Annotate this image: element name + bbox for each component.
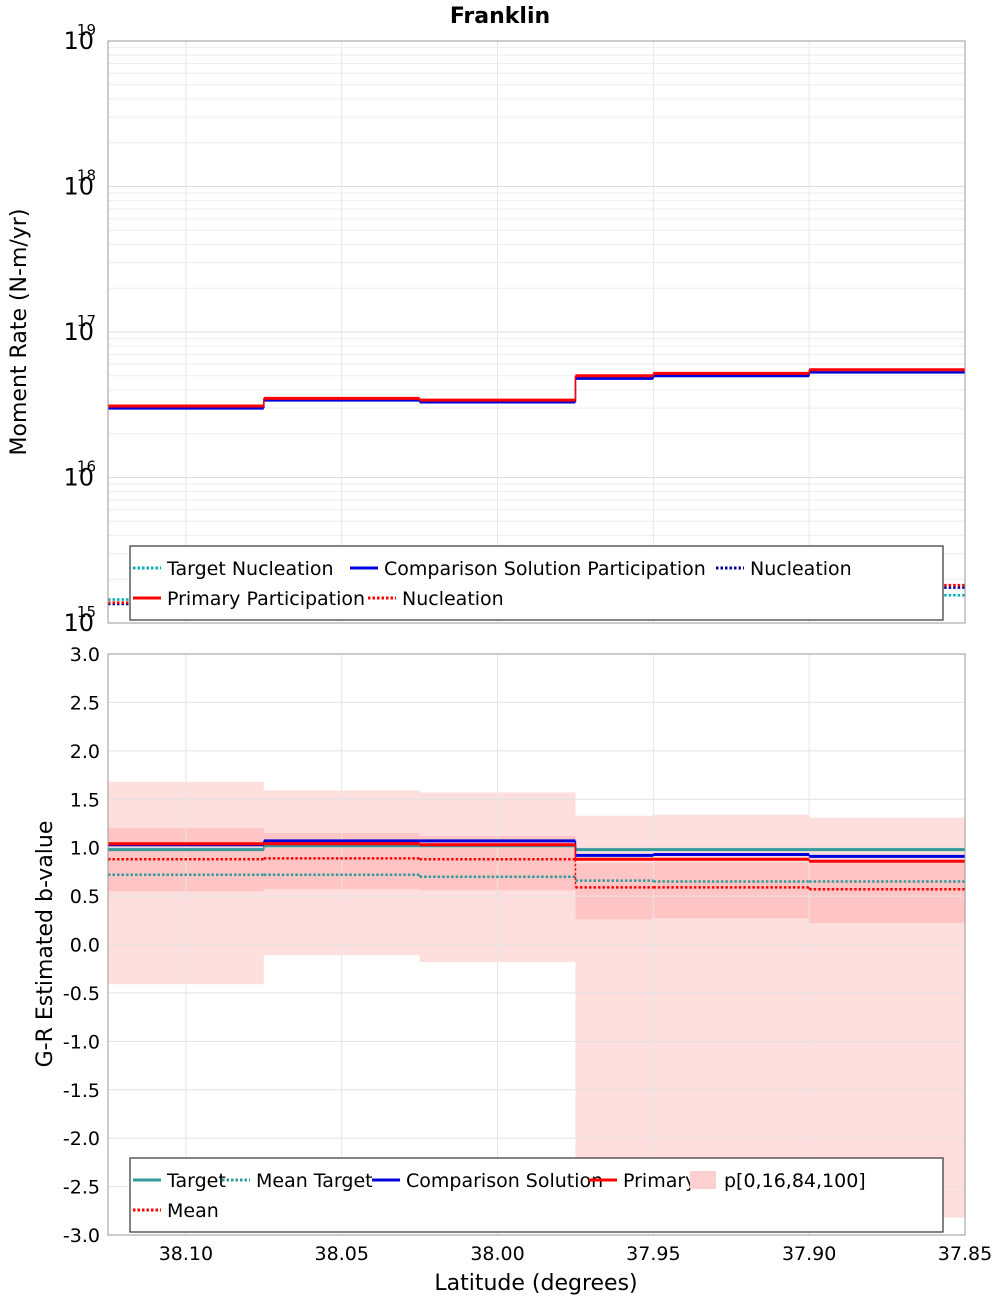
y-tick-label: 1.0 xyxy=(70,838,100,860)
moment-rate-plot-frame xyxy=(107,40,966,624)
legend-entry: Target xyxy=(133,1170,226,1192)
legend-label: Mean Target xyxy=(256,1170,373,1192)
legend-label: Comparison Solution Participation xyxy=(384,558,706,580)
moment-rate-grid xyxy=(108,41,966,624)
percentile-band-inner xyxy=(809,863,965,924)
y-tick-label: 2.5 xyxy=(70,692,100,714)
y-tick-label: 0.0 xyxy=(70,935,100,957)
legend-entry: Comparison Solution xyxy=(372,1170,603,1192)
y-tick-label: 10 xyxy=(63,27,94,55)
b-value-series-3 xyxy=(108,842,965,863)
b-value-x-ticks: 38.10 38.05 38.00 37.95 37.90 37.85 xyxy=(159,1243,992,1265)
moment-rate-y-label: Moment Rate (N-m/yr) xyxy=(7,209,32,456)
legend-label: Target xyxy=(166,1170,226,1192)
y-tick-label: -3.0 xyxy=(63,1225,100,1247)
legend-label: Primary Participation xyxy=(167,588,365,610)
moment-rate-series-1 xyxy=(108,370,965,410)
b-value-y-label: G-R Estimated b-value xyxy=(33,821,58,1068)
legend-entry: Nucleation xyxy=(716,558,852,580)
y-tick-exponent: 19 xyxy=(77,21,96,39)
b-value-plot-frame xyxy=(107,653,966,1236)
x-tick-label: 38.05 xyxy=(315,1243,369,1265)
y-tick-exponent: 16 xyxy=(77,458,96,476)
y-tick-label: -2.5 xyxy=(63,1177,100,1199)
y-tick-label: 1.5 xyxy=(70,789,100,811)
legend-label: Primary xyxy=(623,1170,696,1192)
legend-entry: Mean xyxy=(133,1200,219,1222)
y-tick-label: 10 xyxy=(63,318,94,346)
x-tick-label: 37.95 xyxy=(626,1243,680,1265)
legend-swatch xyxy=(690,1171,716,1189)
b-value-series-4 xyxy=(108,857,965,891)
y-tick-exponent: 17 xyxy=(77,312,96,330)
legend-frame xyxy=(129,1157,944,1233)
moment-rate-legend: Target Nucleation Comparison Solution Par… xyxy=(129,545,944,621)
legend-entry: Primary xyxy=(589,1170,696,1192)
legend-label: p[0,16,84,100] xyxy=(724,1170,866,1192)
moment-rate-series-3 xyxy=(108,368,965,408)
legend-entry: Mean Target xyxy=(222,1170,373,1192)
b-value-series-2 xyxy=(108,839,965,858)
b-value-panel: 3.0 2.5 2.0 1.5 1.0 0.5 0.0 -0.5 -1.0 -1.5 -2.0 -2.… xyxy=(33,644,992,1296)
chart-title: Franklin xyxy=(450,4,550,29)
y-tick-exponent: 18 xyxy=(77,167,96,185)
y-tick-label: 2.0 xyxy=(70,741,100,763)
y-tick-label: 10 xyxy=(63,609,94,637)
y-tick-label: -0.5 xyxy=(63,983,100,1005)
y-tick-label: 10 xyxy=(63,173,94,201)
y-tick-label: 3.0 xyxy=(70,644,100,666)
percentile-band-inner xyxy=(653,862,810,919)
legend-entry: Target Nucleation xyxy=(133,558,334,580)
legend-entry: Nucleation xyxy=(368,588,504,610)
y-tick-label: 10 xyxy=(63,464,94,492)
y-tick-label: -2.0 xyxy=(63,1128,100,1150)
y-tick-label: -1.5 xyxy=(63,1080,100,1102)
legend-label: Nucleation xyxy=(402,588,504,610)
legend-entry: p[0,16,84,100] xyxy=(690,1170,866,1192)
y-tick-label: 0.5 xyxy=(70,886,100,908)
legend-label: Target Nucleation xyxy=(166,558,334,580)
legend-label: Comparison Solution xyxy=(406,1170,603,1192)
b-value-legend: Target Mean Target Comparison Solution Prim… xyxy=(129,1157,944,1233)
legend-frame xyxy=(129,545,944,621)
percentile-band-inner xyxy=(575,863,654,920)
b-value-percentile-bands xyxy=(108,781,965,1218)
x-tick-label: 37.90 xyxy=(782,1243,836,1265)
x-axis-label: Latitude (degrees) xyxy=(434,1271,637,1296)
y-tick-label: -1.0 xyxy=(63,1031,100,1053)
x-tick-label: 37.85 xyxy=(938,1243,992,1265)
legend-entry: Primary Participation xyxy=(133,588,365,610)
legend-entry: Comparison Solution Participation xyxy=(350,558,706,580)
b-value-y-ticks: 3.0 2.5 2.0 1.5 1.0 0.5 0.0 -0.5 -1.0 -1.5 -2.0 -2.… xyxy=(63,644,100,1247)
legend-label: Nucleation xyxy=(750,558,852,580)
legend-label: Mean xyxy=(167,1200,219,1222)
x-tick-label: 38.00 xyxy=(470,1243,524,1265)
b-value-series xyxy=(108,839,965,891)
y-tick-exponent: 15 xyxy=(77,603,96,621)
x-tick-label: 38.10 xyxy=(159,1243,213,1265)
